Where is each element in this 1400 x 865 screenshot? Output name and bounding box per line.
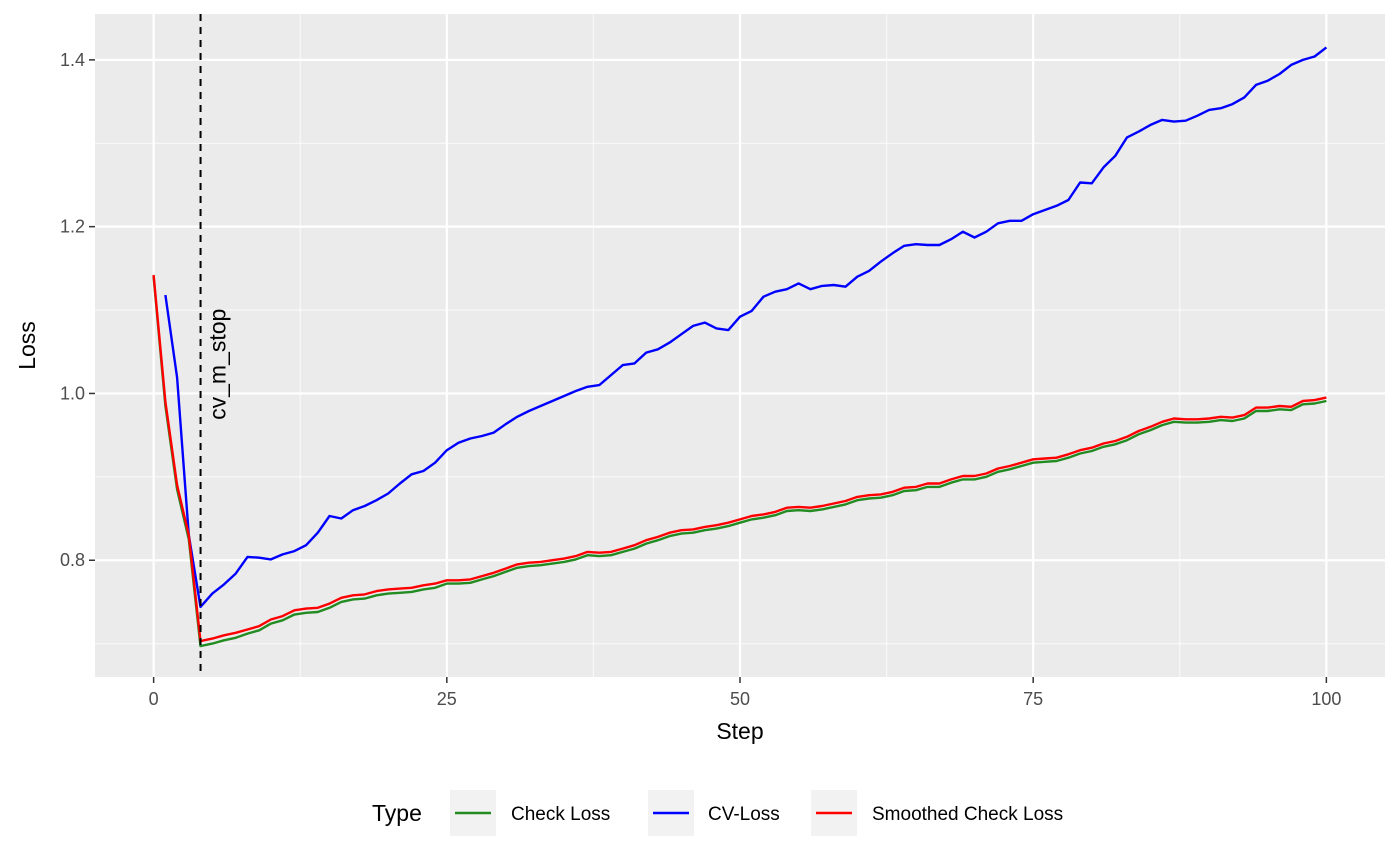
legend-label-cv-loss: CV-Loss [708, 804, 780, 825]
x-axis-ticks: 0 25 50 75 100 [149, 677, 1341, 709]
y-tick-label: 1.4 [60, 50, 85, 70]
x-tick-label: 0 [149, 689, 159, 709]
series-line-smoothed-check-loss [152, 274, 1327, 643]
legend-title: Type [372, 800, 422, 826]
legend-label-check-loss: Check Loss [511, 804, 610, 825]
y-tick-label: 1.2 [60, 217, 85, 237]
major-gridlines [95, 14, 1385, 677]
x-tick-label: 25 [437, 689, 457, 709]
legend-label-smoothed-check-loss: Smoothed Check Loss [872, 804, 1063, 825]
x-tick-label: 100 [1311, 689, 1341, 709]
series-line-cv-loss [164, 46, 1328, 609]
series-line-check-loss [152, 276, 1327, 648]
y-axis-title: Loss [14, 321, 40, 370]
cv-stop-label: cv_m_stop [205, 309, 231, 420]
y-tick-label: 1.0 [60, 383, 85, 403]
y-axis-ticks: 0.8 1.0 1.2 1.4 [60, 50, 95, 570]
cv-stop-marker: cv_m_stop [199, 14, 231, 677]
series-lines [152, 46, 1328, 648]
x-tick-label: 75 [1023, 689, 1043, 709]
x-tick-label: 50 [730, 689, 750, 709]
y-tick-label: 0.8 [60, 550, 85, 570]
legend: Type Check Loss CV-Loss Smoothed Check Los… [372, 790, 1063, 836]
x-axis-title: Step [716, 718, 763, 744]
